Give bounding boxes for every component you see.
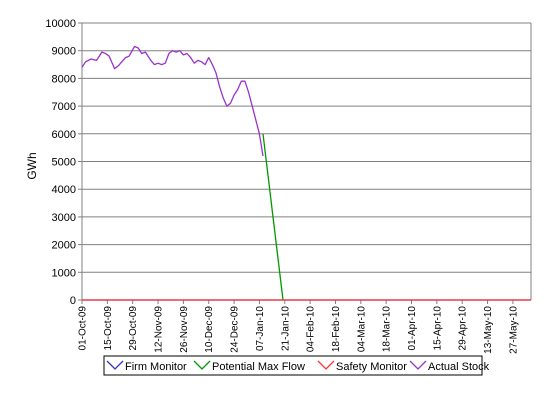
x-tick-label: 04-Feb-10 [306, 306, 317, 353]
x-tick-label: 07-Jan-10 [255, 306, 266, 351]
legend-swatch-potential-max-flow [193, 360, 211, 370]
x-tick-label: 04-Mar-10 [356, 306, 367, 353]
x-tick-label: 18-Mar-10 [382, 306, 393, 353]
y-tick-label: 9000 [52, 46, 76, 58]
legend-swatch-firm-monitor [106, 360, 124, 370]
legend-swatch-actual-stock [409, 360, 427, 370]
y-tick-label: 1000 [52, 267, 76, 279]
legend-label-potential-max-flow: Potential Max Flow [212, 361, 305, 373]
y-tick-label: 6000 [52, 129, 76, 141]
y-axis-label: GWh [25, 152, 39, 179]
y-tick-label: 4000 [52, 184, 76, 196]
legend: Firm Monitor Potential Max Flow Safety Mon… [103, 355, 490, 376]
x-tick-label: 27-May-10 [508, 306, 519, 354]
series-line-actual-stock [81, 45, 264, 157]
y-tick-labels: 0 1000 2000 3000 4000 5000 6000 7000 8000 9000 100… [45, 18, 76, 307]
legend-label-firm-monitor: Firm Monitor [125, 361, 187, 373]
x-tick-label: 13-May-10 [483, 306, 494, 354]
legend-swatch-safety-monitor [317, 360, 335, 370]
y-tick-label: 0 [70, 295, 76, 307]
x-tick-label: 15-Oct-09 [103, 306, 114, 351]
x-tick-label: 18-Feb-10 [331, 306, 342, 353]
legend-label-safety-monitor: Safety Monitor [336, 361, 407, 373]
y-tick-label: 5000 [52, 157, 76, 169]
y-tick-label: 2000 [52, 240, 76, 252]
x-tick-label: 10-Dec-09 [204, 306, 215, 353]
x-tick-label: 01-Oct-09 [78, 306, 89, 351]
gridlines [78, 22, 532, 304]
x-tick-label: 12-Nov-09 [154, 306, 165, 353]
x-tick-label: 26-Nov-09 [179, 306, 190, 353]
y-tick-label: 8000 [52, 73, 76, 85]
legend-label-actual-stock: Actual Stock [428, 361, 490, 373]
series-lines [81, 45, 531, 301]
x-tick-label: 01-Apr-10 [407, 306, 418, 351]
x-tick-label: 15-Apr-10 [432, 306, 443, 351]
x-tick-label: 29-Oct-09 [128, 306, 139, 351]
y-tick-label: 10000 [45, 18, 76, 30]
legend-box [103, 355, 483, 376]
x-tick-label: 21-Jan-10 [280, 306, 291, 351]
x-tick-labels: 01-Oct-09 15-Oct-09 29-Oct-09 12-Nov-09 26-N… [78, 306, 520, 354]
y-tick-label: 3000 [52, 212, 76, 224]
series-line-potential-max-flow [262, 133, 284, 301]
y-tick-label: 7000 [52, 101, 76, 113]
x-tick-label: 24-Dec-09 [230, 306, 241, 353]
x-tick-label: 29-Apr-10 [458, 306, 469, 351]
